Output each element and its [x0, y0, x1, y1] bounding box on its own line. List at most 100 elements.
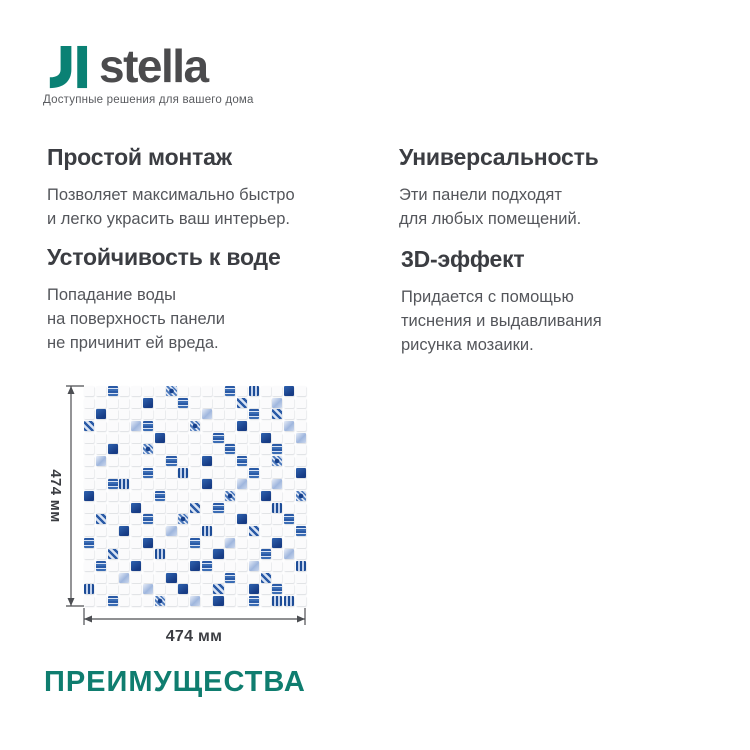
mosaic-tile [213, 444, 224, 455]
mosaic-tile [95, 572, 106, 583]
mosaic-tile [95, 490, 106, 502]
feature-water-resistance: Устойчивость к воде Попадание воды на по… [47, 244, 377, 355]
mosaic-tile [213, 525, 224, 537]
mosaic-tile [142, 444, 153, 455]
height-dimension-label: 474 мм [47, 469, 64, 523]
mosaic-tile [119, 409, 130, 420]
feature-simple-installation: Простой монтаж Позволяет максимально быс… [47, 144, 377, 231]
mosaic-tile [260, 479, 271, 490]
mosaic-tile [295, 455, 306, 467]
mosaic-tile [225, 514, 236, 525]
mosaic-tile [295, 525, 306, 537]
mosaic-tile [119, 386, 130, 397]
mosaic-tile [84, 525, 95, 537]
mosaic-tile [95, 595, 106, 606]
mosaic-tile [119, 549, 130, 560]
mosaic-tile [166, 595, 177, 606]
mosaic-tile [272, 490, 283, 502]
mosaic-tile [236, 549, 248, 560]
mosaic-tile [142, 490, 153, 502]
mosaic-tile [84, 479, 95, 490]
mosaic-tile [284, 444, 295, 455]
mosaic-tile [142, 572, 153, 583]
mosaic-tile [84, 455, 95, 467]
mosaic-tile [107, 386, 118, 397]
mosaic-tile [189, 444, 201, 455]
mosaic-tile [260, 525, 271, 537]
mosaic-tile [225, 490, 236, 502]
mosaic-tile [84, 502, 95, 513]
mosaic-tile [284, 432, 295, 443]
logo-wordmark: stella [99, 40, 209, 92]
mosaic-tile [272, 409, 283, 420]
mosaic-tile [189, 525, 201, 537]
mosaic-tile [201, 386, 212, 397]
mosaic-tile [178, 444, 189, 455]
mosaic-tile [95, 444, 106, 455]
mosaic-tile [107, 525, 118, 537]
mosaic-tile [178, 514, 189, 525]
mosaic-tile [213, 549, 224, 560]
mosaic-tile [284, 584, 295, 595]
mosaic-tile [225, 584, 236, 595]
mosaic-tile [260, 432, 271, 443]
mosaic-tile [225, 560, 236, 571]
mosaic-tile [213, 514, 224, 525]
mosaic-tile [166, 467, 177, 478]
mosaic-tile [236, 467, 248, 478]
mosaic-tile [272, 572, 283, 583]
mosaic-tile [166, 479, 177, 490]
mosaic-tile [201, 514, 212, 525]
feature-title: Универсальность [399, 144, 599, 170]
mosaic-tile [154, 584, 165, 595]
mosaic-tile [131, 490, 142, 502]
mosaic-tile [142, 595, 153, 606]
mosaic-tile [154, 455, 165, 467]
mosaic-tile [248, 572, 259, 583]
mosaic-tile [95, 537, 106, 548]
mosaic-tile [225, 444, 236, 455]
mosaic-tile [107, 479, 118, 490]
mosaic-tile [95, 409, 106, 420]
mosaic-tile [142, 409, 153, 420]
mosaic-tile [119, 420, 130, 432]
mosaic-tile [284, 455, 295, 467]
mosaic-tile [225, 595, 236, 606]
mosaic-tile [260, 397, 271, 408]
mosaic-tile [142, 397, 153, 408]
mosaic-tile [272, 420, 283, 432]
mosaic-tile [178, 549, 189, 560]
mosaic-tile [119, 584, 130, 595]
mosaic-tile [248, 525, 259, 537]
mosaic-tile [225, 432, 236, 443]
mosaic-tile [284, 595, 295, 606]
mosaic-tile [236, 514, 248, 525]
mosaic-tile [166, 386, 177, 397]
mosaic-tile [284, 420, 295, 432]
mosaic-tile [142, 420, 153, 432]
mosaic-tile [178, 537, 189, 548]
stella-logo-icon [49, 45, 88, 89]
mosaic-tile [272, 444, 283, 455]
mosaic-tile [272, 549, 283, 560]
mosaic-tile [189, 537, 201, 548]
mosaic-tile [213, 455, 224, 467]
mosaic-tile [107, 584, 118, 595]
mosaic-tile [189, 397, 201, 408]
mosaic-tile [95, 525, 106, 537]
mosaic-tile [295, 432, 306, 443]
mosaic-tile [119, 560, 130, 571]
mosaic-tile [248, 444, 259, 455]
mosaic-tile [272, 386, 283, 397]
mosaic-tile [154, 502, 165, 513]
mosaic-tile [236, 502, 248, 513]
mosaic-tile [248, 560, 259, 571]
mosaic-tile [272, 397, 283, 408]
mosaic-tile [178, 467, 189, 478]
mosaic-tile [284, 479, 295, 490]
mosaic-tile [248, 514, 259, 525]
mosaic-tile [131, 467, 142, 478]
mosaic-tile [131, 595, 142, 606]
mosaic-tile [178, 525, 189, 537]
mosaic-tile [260, 584, 271, 595]
